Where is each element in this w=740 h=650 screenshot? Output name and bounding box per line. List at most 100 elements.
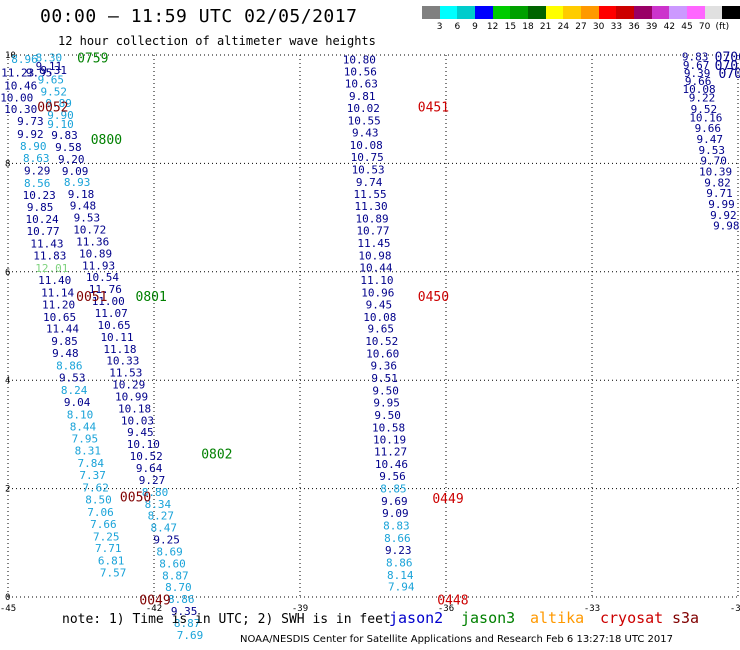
wave-height-value: 8.86 bbox=[56, 360, 83, 373]
legend-color-bar bbox=[422, 6, 740, 20]
legend-label: 30 bbox=[592, 22, 605, 32]
legend-label: 39 bbox=[645, 22, 658, 32]
longitude-tick: -45 bbox=[0, 604, 16, 614]
credit-line: NOAA/NESDIS Center for Satellite Applica… bbox=[240, 634, 673, 645]
legend-swatch bbox=[545, 6, 564, 19]
wave-height-value: 11.36 bbox=[76, 235, 109, 248]
wave-height-value: 9.35 bbox=[171, 605, 198, 618]
wave-height-value: 9.66 bbox=[685, 75, 712, 88]
wave-height-value: 11.20 bbox=[42, 298, 75, 311]
wave-height-value: 9.56 bbox=[379, 470, 406, 483]
wave-height-value: 9.89 bbox=[45, 97, 72, 110]
wave-height-value: 10.10 bbox=[127, 438, 160, 451]
wave-height-value: 8.87 bbox=[162, 569, 189, 582]
wave-height-value: 9.53 bbox=[59, 371, 86, 384]
wave-height-value: 8.63 bbox=[23, 152, 50, 165]
latitude-tick: 8 bbox=[5, 159, 10, 169]
wave-height-value: 9.43 bbox=[352, 127, 379, 140]
wave-height-value: 10.24 bbox=[26, 213, 59, 226]
wave-height-value: 10.08 bbox=[683, 83, 716, 96]
wave-height-value: 9.20 bbox=[58, 153, 85, 166]
wave-height-value: 10.65 bbox=[98, 319, 131, 332]
wave-height-value: 9.95 bbox=[26, 66, 53, 79]
latitude-tick: 6 bbox=[5, 268, 10, 278]
wave-height-value: 10.46 bbox=[4, 79, 37, 92]
wave-height-value: 10.08 bbox=[350, 139, 383, 152]
legend-label: 12 bbox=[486, 22, 499, 32]
wave-height-value: 10.52 bbox=[365, 335, 398, 348]
wave-height-value: 8.24 bbox=[61, 384, 88, 397]
wave-height-value: 11.30 bbox=[354, 200, 387, 213]
legend-label: 3 bbox=[436, 22, 443, 32]
pass-time-label: 0450 bbox=[418, 290, 449, 305]
wave-height-value: 8.96 bbox=[11, 53, 38, 66]
pass-time-labels: 0759 0052 0800 0801 0051 0802 0050 0049 0451 0450… bbox=[37, 51, 740, 609]
wave-height-value: 8.86 bbox=[386, 556, 413, 569]
longitude-tick: -39 bbox=[292, 604, 308, 614]
wave-height-value: 9.04 bbox=[64, 396, 91, 409]
wave-height-value: 7.69 bbox=[177, 629, 204, 642]
wave-height-value: 9.09 bbox=[62, 165, 89, 178]
wave-height-value: 11.76 bbox=[89, 283, 122, 296]
wave-height-value: 9.83 bbox=[682, 51, 709, 64]
longitude-tick: -42 bbox=[146, 604, 162, 614]
wave-height-value: 10.54 bbox=[86, 271, 119, 284]
wave-height-value: 10.75 bbox=[351, 151, 384, 164]
legend-swatch bbox=[704, 6, 723, 19]
wave-height-value: 10.55 bbox=[348, 115, 381, 128]
wave-height-value: 9.70 bbox=[700, 155, 727, 168]
wave-height-value: 7.37 bbox=[79, 469, 106, 482]
map-title: 00:00 – 11:59 UTC 02/05/2017 bbox=[40, 6, 358, 27]
wave-height-value: 10.53 bbox=[352, 163, 385, 176]
wave-height-value: 10.02 bbox=[347, 102, 380, 115]
wave-height-value: 8.87 bbox=[174, 617, 201, 630]
wave-height-value: 9.73 bbox=[17, 115, 44, 128]
pass-time-label: 0050 bbox=[120, 491, 151, 506]
legend-label: 42 bbox=[663, 22, 676, 32]
wave-height-value: 10.44 bbox=[359, 261, 392, 274]
wave-height-value: 10.60 bbox=[366, 348, 399, 361]
wave-height-value: 8.47 bbox=[150, 522, 177, 535]
pass-time-label: 070 bbox=[719, 67, 740, 82]
track-track-d: 9.839.679.399.6610.089.229.5210.169.669.… bbox=[682, 51, 740, 233]
wave-height-value: 10.58 bbox=[372, 421, 405, 434]
wave-height-value: 9.82 bbox=[704, 176, 731, 189]
wave-height-value: 9.29 bbox=[24, 164, 51, 177]
wave-height-value: 10.23 bbox=[23, 189, 56, 202]
wave-height-value: 11.07 bbox=[95, 307, 128, 320]
wave-height-value: 8.90 bbox=[20, 140, 47, 153]
wave-height-value: 12.01 bbox=[35, 262, 68, 275]
latitude-tick: 10 bbox=[5, 51, 16, 61]
pass-time-label: 0052 bbox=[37, 100, 68, 115]
wave-height-value: 11.93 bbox=[82, 259, 115, 272]
latitude-tick: 4 bbox=[5, 376, 10, 386]
wave-height-value: 10.33 bbox=[106, 355, 139, 368]
wave-height-value: 9.52 bbox=[691, 103, 718, 116]
wave-height-value: 9.81 bbox=[349, 90, 376, 103]
wave-height-value: 9.85 bbox=[27, 201, 54, 214]
wave-height-value: 7.71 bbox=[95, 542, 122, 555]
wave-height-value: 8.66 bbox=[384, 532, 411, 545]
wave-height-value: 9.45 bbox=[366, 298, 393, 311]
wave-height-value: 10.16 bbox=[689, 111, 722, 124]
wave-height-value: 9.53 bbox=[698, 144, 725, 157]
wave-height-value: 11.40 bbox=[38, 274, 71, 287]
wave-height-value: 9.47 bbox=[697, 133, 724, 146]
legend-label: 45 bbox=[681, 22, 693, 32]
wave-height-value: 11.23 bbox=[1, 66, 34, 79]
wave-height-value: 9.48 bbox=[70, 200, 97, 213]
wave-height-value: 9.23 bbox=[385, 544, 412, 557]
wave-height-value: 8.83 bbox=[383, 519, 410, 532]
wave-height-value: 9.18 bbox=[68, 188, 95, 201]
wave-height-value: 10.65 bbox=[43, 311, 76, 324]
wave-height-value: 9.39 bbox=[684, 67, 711, 80]
legend-swatch bbox=[422, 6, 441, 19]
legend-label: 21 bbox=[539, 22, 552, 32]
wave-height-value: 9.25 bbox=[153, 534, 180, 547]
track-track-b: 9.659.529.899.909.109.839.589.209.098.93… bbox=[38, 73, 204, 642]
satellite-altika: altika bbox=[530, 609, 585, 627]
wave-height-value: 9.65 bbox=[38, 73, 65, 86]
wave-height-value: 7.84 bbox=[77, 457, 104, 470]
wave-height-value: 9.90 bbox=[47, 109, 74, 122]
satellite-jason2: jason2 bbox=[389, 609, 444, 627]
